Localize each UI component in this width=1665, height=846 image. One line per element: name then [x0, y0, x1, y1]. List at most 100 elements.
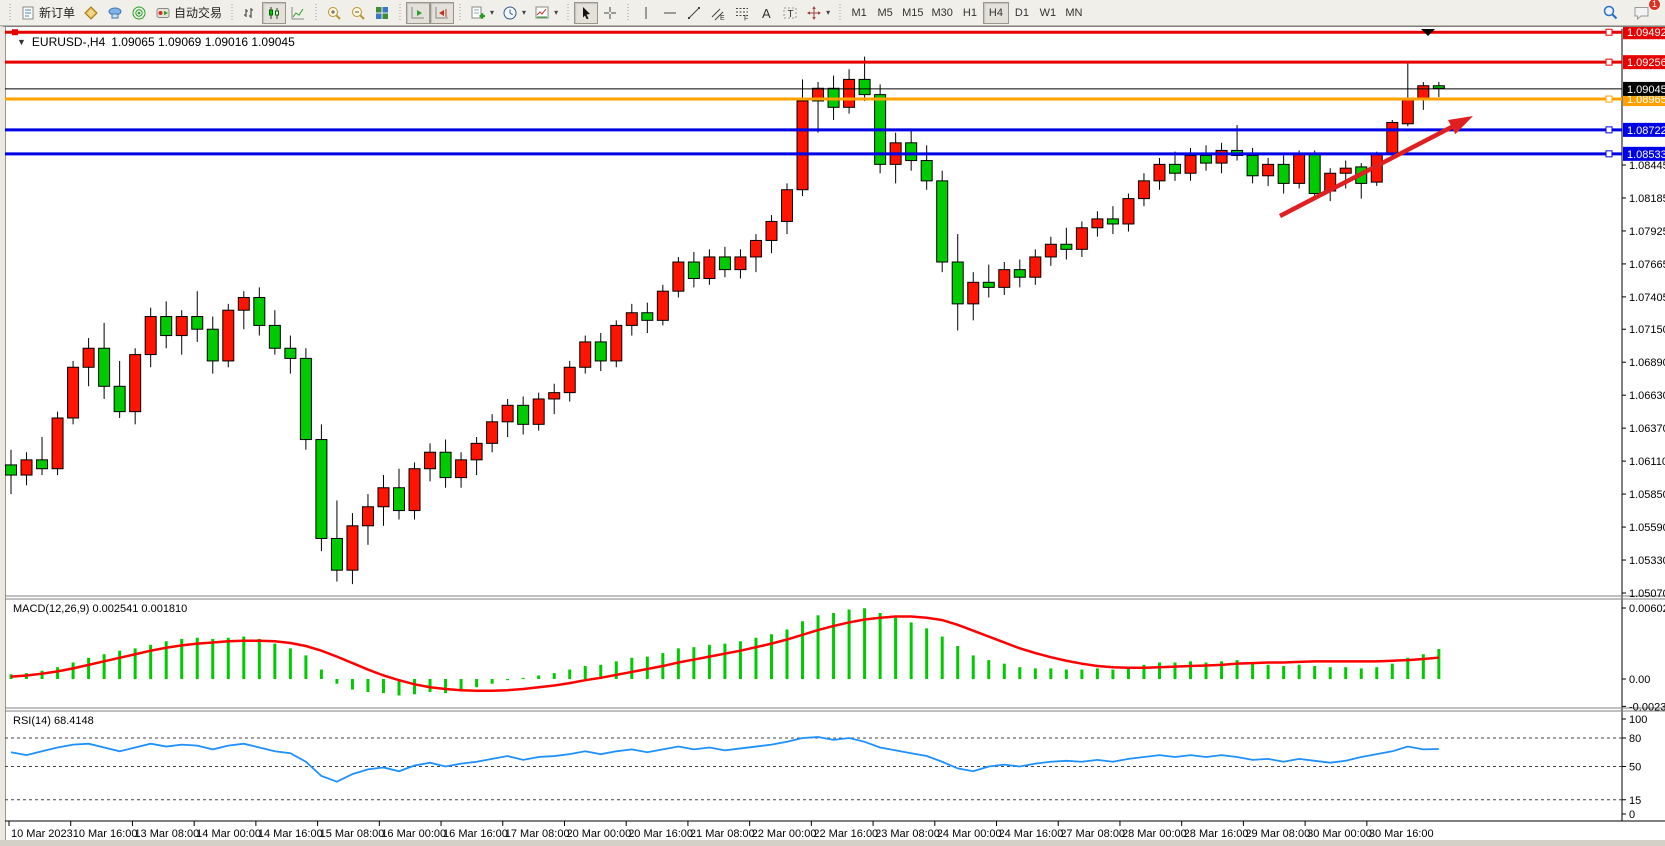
chart-window[interactable]: 1.08445 1.08185 1.07925 1.07665 1.07405 1.071… [0, 26, 1665, 845]
line-anchor-handle[interactable] [1605, 126, 1613, 134]
candle-body [330, 537, 343, 571]
macd-tick-label: 0.006023 [1629, 603, 1665, 615]
candle-body [610, 324, 623, 362]
signals-button[interactable] [127, 2, 151, 24]
top-marker-icon[interactable] [1421, 29, 1435, 36]
level-lines-layer: 1.09492 1.09256 1.08965 1.08722 1.08533 1.090… [5, 27, 1665, 161]
toolbar-grip[interactable] [7, 3, 13, 22]
arrows-tool-button[interactable]: ▾ [802, 2, 834, 24]
toolbar-grip[interactable] [457, 3, 464, 22]
toolbar-grip[interactable] [397, 3, 404, 22]
rsi-pane: 100 80 50 15 0 [5, 714, 1647, 821]
trend-arrow[interactable] [1278, 116, 1473, 218]
horizontal-line-tool-button[interactable] [658, 2, 682, 24]
virtual-hosting-button[interactable] [103, 2, 127, 24]
chart-title[interactable]: ▼ EURUSD-,H4 1.09065 1.09069 1.09016 1.0… [17, 35, 295, 49]
gold-gem-icon [83, 5, 99, 21]
price-tick-label: 1.05330 [1629, 555, 1665, 567]
date-tick-label: 10 Mar 16:00 [73, 828, 138, 840]
line-anchor-handle[interactable] [1605, 58, 1613, 66]
candle-body [1075, 227, 1088, 250]
candle-body [687, 261, 700, 279]
toolbar-grip[interactable] [313, 3, 320, 22]
candle-body [579, 341, 592, 368]
candle-body [920, 160, 933, 182]
candle-body [812, 87, 825, 102]
timeframe-h1-button[interactable]: H1 [957, 2, 983, 24]
timeframe-mn-button[interactable]: MN [1061, 2, 1087, 24]
line-anchor-handle[interactable] [1605, 150, 1613, 158]
toolbar-grip[interactable] [625, 3, 632, 22]
equidistant-channel-tool-button[interactable]: E [706, 2, 730, 24]
auto-scroll-button[interactable] [406, 1, 431, 24]
indicators-icon [534, 5, 550, 21]
candle-body [1029, 256, 1042, 278]
text-tool-button[interactable]: A [754, 2, 778, 24]
candle-body [594, 341, 607, 362]
periods-button[interactable]: ▾ [498, 2, 530, 24]
line-anchor-handle[interactable] [1605, 28, 1613, 36]
candle-body [517, 404, 530, 425]
candle-body [532, 398, 545, 425]
candle-body [175, 316, 188, 337]
zoom-in-button[interactable] [322, 2, 346, 24]
vertical-line-tool-button[interactable] [634, 2, 658, 24]
price-tick-label: 1.06890 [1629, 357, 1665, 369]
candle-body [299, 357, 312, 441]
search-button[interactable] [1598, 2, 1623, 24]
templates-button[interactable]: ▾ [466, 2, 498, 24]
indicators-button[interactable]: ▾ [530, 2, 562, 24]
text-label-tool-button[interactable]: T [778, 2, 802, 24]
price-axis[interactable]: 1.08445 1.08185 1.07925 1.07665 1.07405 1.071… [1622, 160, 1665, 600]
candle-body [346, 525, 359, 571]
candle-body [1432, 85, 1445, 89]
search-icon [1602, 4, 1619, 21]
chart-shift-icon [434, 5, 450, 21]
fibonacci-icon: F [734, 5, 750, 21]
line-anchor-handle[interactable] [12, 29, 18, 36]
line-anchor-handle[interactable] [1605, 95, 1613, 103]
tile-windows-button[interactable] [370, 2, 394, 24]
candle-body [408, 468, 421, 512]
arrow-head [1448, 116, 1473, 135]
candlestick-chart-button[interactable] [262, 1, 287, 24]
candle-body [1091, 218, 1104, 229]
toolbar-grip[interactable] [229, 3, 236, 22]
candle-body [1044, 243, 1057, 258]
chart-shift-button[interactable] [430, 1, 455, 24]
crosshair-button[interactable] [598, 2, 622, 24]
timeframe-w1-button[interactable]: W1 [1035, 2, 1061, 24]
metaeditor-button[interactable] [79, 2, 103, 24]
chart-frame [5, 29, 1665, 822]
chat-button[interactable] [1629, 2, 1655, 24]
timeframe-h4-button[interactable]: H4 [982, 1, 1009, 24]
auto-scroll-icon [410, 5, 426, 21]
line-chart-button[interactable] [286, 2, 310, 24]
zoom-in-icon [326, 5, 342, 21]
candle-body [703, 256, 716, 279]
new-order-icon [20, 5, 36, 21]
dropdown-caret-icon: ▾ [554, 8, 559, 17]
chevron-down-icon[interactable]: ▼ [17, 37, 26, 47]
zoom-out-button[interactable] [346, 2, 370, 24]
chart-canvas[interactable]: 1.08445 1.08185 1.07925 1.07665 1.07405 1.071… [5, 27, 1665, 846]
timeframe-d1-button[interactable]: D1 [1009, 2, 1035, 24]
cursor-button[interactable] [574, 1, 599, 24]
bar-chart-button[interactable] [238, 2, 262, 24]
macd-pane: 0.006023 0.00 -0.002324 [9, 603, 1665, 713]
timeframe-m5-button[interactable]: M5 [872, 2, 898, 24]
trendline-tool-button[interactable] [682, 2, 706, 24]
timeframe-m1-button[interactable]: M1 [846, 2, 872, 24]
price-tick-label: 1.08185 [1629, 193, 1665, 205]
toolbar-grip[interactable] [837, 3, 844, 22]
toolbar-grip[interactable] [565, 3, 572, 22]
macd-tick-label: 0.00 [1629, 674, 1650, 686]
timeframe-m15-button[interactable]: M15 [898, 2, 927, 24]
fibonacci-tool-button[interactable]: F [730, 2, 754, 24]
new-order-button[interactable]: 新订单 [16, 2, 79, 24]
date-tick-label: 14 Mar 00:00 [196, 828, 261, 840]
autotrading-button[interactable]: 自动交易 [151, 2, 226, 24]
date-tick-label: 28 Mar 16:00 [1184, 828, 1249, 840]
timeframe-m30-button[interactable]: M30 [928, 2, 957, 24]
